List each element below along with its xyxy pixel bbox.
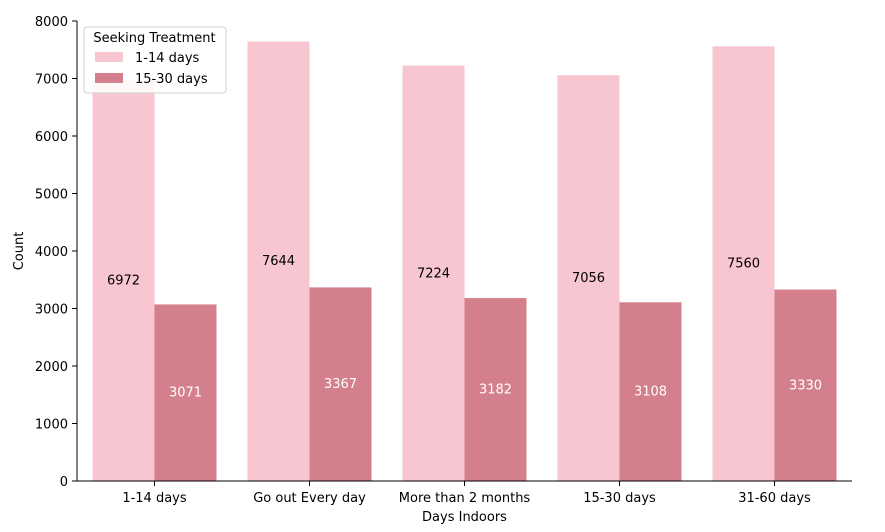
y-tick-label: 8000 (35, 15, 68, 30)
bar-2-2 (309, 287, 372, 481)
bar-2-3 (464, 298, 527, 481)
y-axis-title: Count (12, 232, 27, 271)
y-tick-label: 4000 (35, 245, 68, 260)
x-tick-label: Go out Every day (253, 491, 366, 506)
bar-value-label: 6972 (107, 274, 140, 289)
y-tick-label: 5000 (35, 188, 68, 203)
legend-swatch-series-2 (95, 73, 123, 83)
bar-2-5 (774, 289, 837, 481)
x-tick-label: 1-14 days (122, 491, 187, 506)
x-axis-title: Days Indoors (422, 510, 507, 525)
bar-value-label: 7056 (572, 271, 605, 286)
x-tick-label: 15-30 days (583, 491, 656, 506)
bars-layer (92, 41, 837, 482)
bar-2-1 (154, 304, 217, 481)
legend-swatch-series-1 (95, 52, 123, 62)
y-tick-label: 7000 (35, 73, 68, 88)
bar-1-2 (247, 41, 310, 481)
bar-labels-layer: 6972 3071 7644 3367 7224 3182 7056 3108 7560 3330 (107, 254, 822, 400)
bar-1-3 (402, 65, 465, 482)
bar-2-4 (619, 302, 682, 481)
x-ticks-layer: 1-14 days Go out Every day More than 2 mon… (122, 481, 811, 506)
y-tick-label: 6000 (35, 130, 68, 145)
bar-value-label: 7560 (727, 257, 760, 272)
bar-value-label: 3182 (479, 383, 512, 398)
legend-title: Seeking Treatment (93, 31, 215, 46)
bar-1-1 (92, 80, 155, 482)
bar-value-label: 3071 (169, 386, 202, 401)
x-tick-label: 31-60 days (738, 491, 811, 506)
y-tick-label: 2000 (35, 360, 68, 375)
bar-value-label: 3108 (634, 385, 667, 400)
bar-value-label: 3330 (789, 378, 822, 393)
x-tick-label: More than 2 months (399, 491, 531, 506)
bar-1-5 (712, 46, 775, 482)
legend-label-series-2: 15-30 days (135, 72, 208, 87)
y-tick-label: 1000 (35, 418, 68, 433)
bar-value-label: 7644 (262, 254, 295, 269)
bar-1-4 (557, 75, 620, 481)
y-tick-label: 3000 (35, 303, 68, 318)
bar-value-label: 3367 (324, 377, 357, 392)
y-tick-label: 0 (60, 475, 68, 490)
legend-label-series-1: 1-14 days (135, 51, 200, 66)
y-ticks-layer: 0 1000 2000 3000 4000 5000 6000 7000 8000 (35, 15, 77, 490)
legend: Seeking Treatment 1-14 days 15-30 days (83, 26, 227, 94)
bar-value-label: 7224 (417, 266, 450, 281)
